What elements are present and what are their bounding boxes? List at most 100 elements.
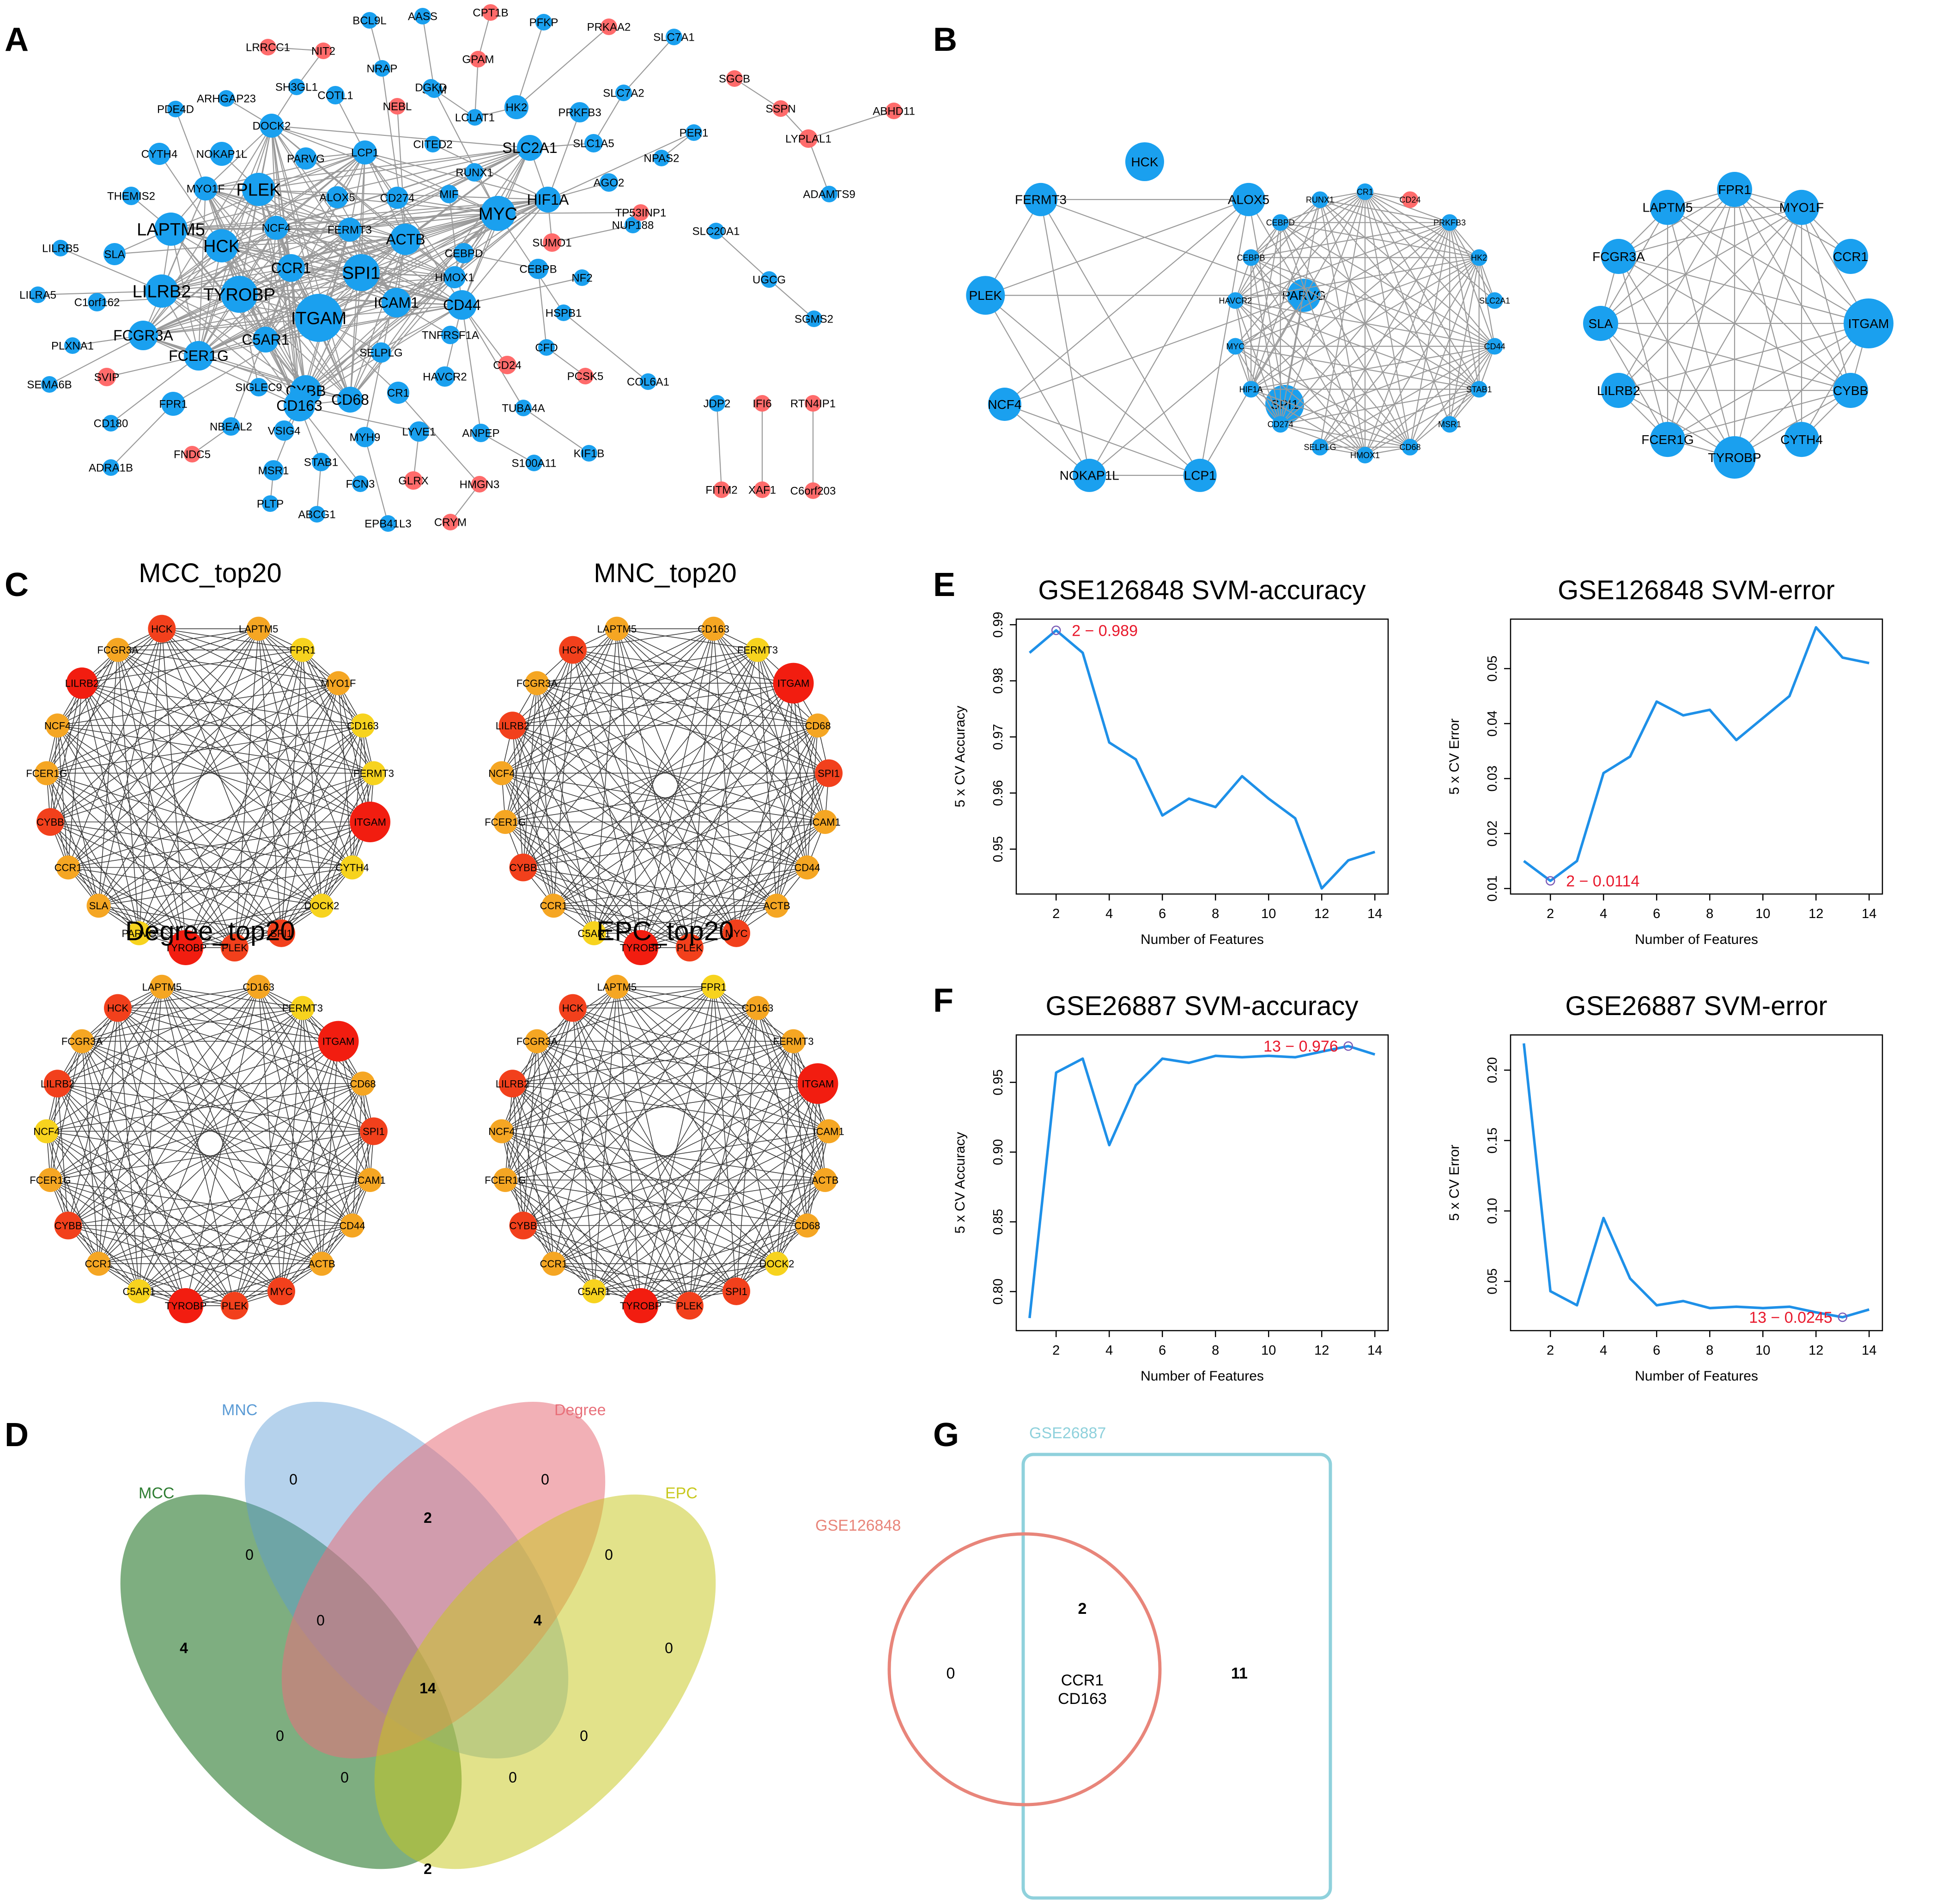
hub-edge <box>640 650 758 948</box>
hub-edge <box>50 821 352 868</box>
venn-count-mnc-degree: 2 <box>424 1509 432 1526</box>
hub-edge <box>185 1263 322 1306</box>
venn-count-mcc-mnc-degree: 0 <box>316 1612 325 1629</box>
ppi-node-label: FERMT3 <box>328 224 372 236</box>
hub-edge <box>162 628 363 726</box>
hub-edge <box>185 773 374 948</box>
hub-edge <box>302 1008 374 1131</box>
hub-node-fcgr3a <box>106 638 130 662</box>
hub-edge <box>117 1008 370 1180</box>
hub-node-label: CD68 <box>805 720 831 731</box>
hub-edge <box>536 1041 554 1264</box>
hub-edge <box>501 650 573 773</box>
chart-title: GSE26887 SVM-accuracy <box>1046 991 1359 1021</box>
plot-frame <box>1510 1034 1883 1332</box>
hub-edge <box>46 1131 186 1306</box>
module-edge <box>1319 199 1495 347</box>
hub-edge <box>46 1040 339 1132</box>
hub-edge <box>67 986 259 1226</box>
best-point-marker <box>1546 876 1555 886</box>
x-tick-label: 12 <box>1314 1343 1329 1358</box>
ppi-edge <box>337 197 397 303</box>
hub-node-label: CD68 <box>350 1078 376 1089</box>
hub-edge <box>793 1041 808 1226</box>
hub-edge <box>572 650 641 948</box>
x-tick-label: 8 <box>1212 906 1219 921</box>
module-edge <box>1280 424 1410 448</box>
ppi-node-nup188 <box>625 217 641 233</box>
ppi-node-sgcb <box>726 70 743 87</box>
hub-edge <box>501 773 595 934</box>
module-node-label: NOKAP1L <box>1060 468 1119 483</box>
hub-edge <box>258 628 353 868</box>
module-edge <box>1280 222 1411 448</box>
hub-edge <box>321 773 374 906</box>
module-edge <box>1250 199 1321 389</box>
hub-edge <box>68 773 374 868</box>
hub-node-cd163 <box>351 713 375 738</box>
y-axis-label: 5 x CV Accuracy <box>953 1132 968 1234</box>
hub-edge <box>807 725 819 868</box>
module-node-fermt3 <box>1024 182 1058 216</box>
hub-node-spi1 <box>267 919 296 947</box>
module-edge <box>1320 199 1480 258</box>
module-node-cd68 <box>1402 438 1419 456</box>
ppi-node-label: SLC7A1 <box>653 31 694 43</box>
module-edge <box>1280 222 1480 258</box>
ppi-edge <box>305 199 548 391</box>
ppi-node-label: NOKAP1L <box>196 148 248 160</box>
ppi-node-label: EPB41L3 <box>364 517 411 530</box>
hub-edge <box>162 986 303 1009</box>
ppi-node-selplg <box>371 342 391 363</box>
hub-edge <box>505 1008 758 1180</box>
ppi-edge <box>198 245 223 356</box>
chart-title: GSE126848 SVM-accuracy <box>1038 575 1365 605</box>
venn-count-degree-only: 0 <box>541 1471 549 1488</box>
hub-edge <box>67 628 259 868</box>
ppi-node-fcgr3a <box>128 321 158 350</box>
hub-edge <box>161 628 322 906</box>
ppi-edge <box>299 239 406 406</box>
hub-edge <box>81 683 235 948</box>
hub-node-fcer1g <box>493 809 517 834</box>
hub-edge <box>505 1008 573 1180</box>
hub-edge <box>117 1007 363 1084</box>
x-tick-label: 14 <box>1862 906 1876 921</box>
hub-edge <box>68 867 186 948</box>
module-node-label: CYTH4 <box>1780 432 1823 447</box>
module-edge <box>1600 322 1851 391</box>
hub-edge <box>616 628 825 822</box>
hub-node-label: CYBB <box>36 816 64 828</box>
hub-edge <box>98 650 118 906</box>
x-tick-label: 2 <box>1052 906 1060 921</box>
hub-edge <box>98 1041 339 1264</box>
hub-node-label: ITGAM <box>777 678 810 689</box>
venn-label-gse26887: GSE26887 <box>1029 1424 1106 1442</box>
hub-node-label: C5AR1 <box>123 1286 156 1297</box>
module-node-label: TYROBP <box>1708 450 1761 465</box>
hub-node-label: CCR1 <box>55 862 82 874</box>
series-line <box>1028 1045 1376 1319</box>
hub-node-icam1 <box>358 1168 382 1192</box>
module-node-label: ALOX5 <box>1228 193 1269 207</box>
hub-node-c5ar1 <box>582 921 606 945</box>
y-axis-label: 5 x CV Error <box>1447 1144 1462 1221</box>
hub-node-dock2 <box>309 894 334 918</box>
ppi-node-npas2 <box>653 150 670 166</box>
hub-edge <box>98 1225 352 1265</box>
hub-node-label: FPR1 <box>290 645 316 656</box>
hub-edge <box>352 725 364 868</box>
hub-edge <box>617 986 794 1042</box>
hub-edge <box>46 1131 322 1264</box>
ppi-node-cd44 <box>447 290 477 320</box>
hub-edge <box>523 1083 818 1226</box>
ppi-node-adra1b <box>103 459 119 476</box>
module-edge <box>1618 207 1802 391</box>
ppi-node-glrx <box>404 471 423 490</box>
x-tick-label: 12 <box>1808 1343 1823 1358</box>
hub-edge <box>46 650 118 773</box>
hub-edge <box>57 1007 303 1084</box>
ppi-node-hck <box>205 229 238 262</box>
hub-node-label: PLEK <box>677 1300 703 1312</box>
hub-edge <box>50 1180 140 1292</box>
